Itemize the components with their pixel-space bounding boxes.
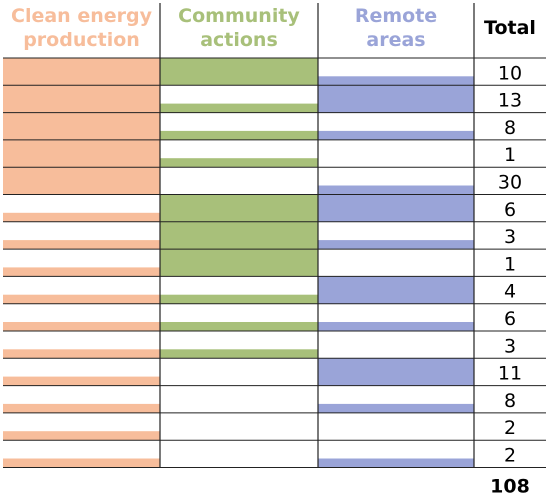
row-total-15: 2 [504, 445, 516, 467]
cell-community-row-9 [160, 294, 318, 304]
cell-remote-row-15 [318, 458, 474, 468]
cell-remote-row-6 [318, 194, 474, 222]
cell-clean_energy-row-8 [3, 267, 160, 277]
cell-clean_energy-row-13 [3, 403, 160, 413]
table-grid [3, 3, 546, 468]
row-total-9: 4 [504, 281, 516, 303]
cell-remote-row-7 [318, 240, 474, 250]
cell-community-row-4 [160, 158, 318, 168]
row-total-8: 1 [504, 253, 516, 275]
cell-clean_energy-row-7 [3, 240, 160, 250]
cell-remote-row-5 [318, 185, 474, 195]
cell-community-row-3 [160, 130, 318, 140]
cell-remote-row-2 [318, 85, 474, 113]
cell-remote-row-10 [318, 322, 474, 331]
cell-clean_energy-row-14 [3, 431, 160, 441]
column-header-remote-line-2: areas [366, 29, 425, 51]
row-total-2: 13 [498, 90, 522, 112]
row-total-11: 3 [504, 335, 516, 357]
column-header-clean_energy-line-2: production [23, 29, 140, 51]
cell-community-row-1 [160, 58, 318, 86]
row-total-12: 11 [498, 363, 522, 385]
cell-clean_energy-row-11 [3, 349, 160, 359]
column-header-clean_energy-line-1: Clean energy [11, 5, 153, 27]
cell-remote-row-13 [318, 403, 474, 413]
cell-community-row-7 [160, 221, 318, 250]
row-total-1: 10 [498, 62, 522, 84]
cell-clean_energy-row-6 [3, 212, 160, 222]
table-cells [3, 58, 474, 468]
cell-community-row-10 [160, 322, 318, 331]
column-header-community-line-2: actions [200, 29, 278, 51]
column-header-total: Total [484, 17, 536, 39]
cell-clean_energy-row-12 [3, 376, 160, 386]
cell-community-row-2 [160, 103, 318, 113]
cell-clean_energy-row-3 [3, 112, 160, 140]
cell-clean_energy-row-2 [3, 85, 160, 113]
row-total-10: 6 [504, 308, 516, 330]
grand-total: 108 [490, 476, 530, 494]
column-header-community-line-1: Community [178, 5, 300, 27]
cell-community-row-11 [160, 349, 318, 359]
cell-clean_energy-row-4 [3, 139, 160, 168]
cell-remote-row-12 [318, 358, 474, 386]
row-total-7: 3 [504, 226, 516, 248]
cell-clean_energy-row-1 [3, 58, 160, 86]
cell-clean_energy-row-5 [3, 167, 160, 195]
row-total-3: 8 [504, 117, 516, 139]
cell-remote-row-9 [318, 276, 474, 304]
cell-community-row-8 [160, 249, 318, 277]
row-total-4: 1 [504, 144, 516, 166]
row-total-13: 8 [504, 390, 516, 412]
cell-remote-row-1 [318, 76, 474, 86]
cell-clean_energy-row-15 [3, 458, 160, 468]
row-total-6: 6 [504, 199, 516, 221]
cell-clean_energy-row-9 [3, 294, 160, 304]
cell-remote-row-3 [318, 130, 474, 140]
column-header-remote-line-1: Remote [355, 5, 437, 27]
row-total-5: 30 [498, 172, 522, 194]
cell-community-row-6 [160, 194, 318, 222]
cell-clean_energy-row-10 [3, 322, 160, 331]
row-total-14: 2 [504, 417, 516, 439]
total-values: 10 13 8 1 30 6 3 1 4 6 3 11 8 2 2 108 [490, 62, 530, 494]
